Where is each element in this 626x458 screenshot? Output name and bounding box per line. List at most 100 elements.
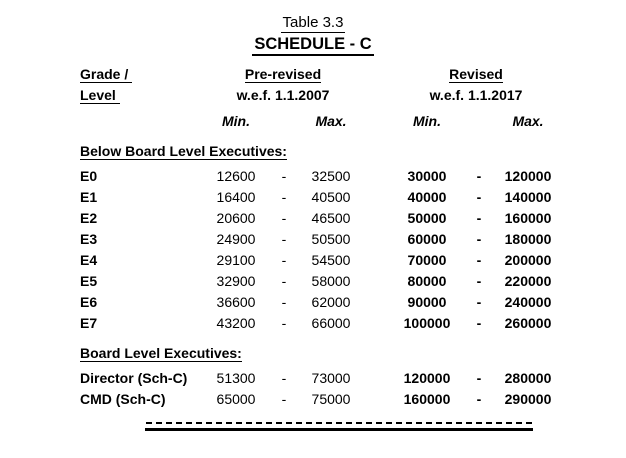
pre-range-dash: - xyxy=(281,370,287,386)
pre-min-cell: 29100 xyxy=(216,252,256,268)
pre-min-cell: 32900 xyxy=(216,273,256,289)
pre-range-dash: - xyxy=(281,391,287,407)
rev-range-dash: - xyxy=(476,210,482,226)
grade-cell: E2 xyxy=(80,210,98,226)
column-gap xyxy=(358,313,396,334)
grade-header-line2: Level xyxy=(80,85,208,106)
rev-min-cell: 50000 xyxy=(407,210,447,226)
rev-max-cell: 180000 xyxy=(504,231,552,247)
rev-max-cell: 120000 xyxy=(504,168,552,184)
section-heading: Board Level Executives: xyxy=(80,343,626,364)
rev-min-cell: 100000 xyxy=(403,315,451,331)
pre-range-dash: - xyxy=(281,210,287,226)
grade-cell: E0 xyxy=(80,168,98,184)
pre-range-dash: - xyxy=(281,168,287,184)
revised-header: Revised xyxy=(449,66,503,83)
rev-max-cell: 240000 xyxy=(504,294,552,310)
pre-max-header: Max. xyxy=(315,113,347,129)
solid-separator-line xyxy=(145,428,533,431)
pre-min-cell: 20600 xyxy=(216,210,256,226)
pre-min-header: Min. xyxy=(222,113,250,129)
grade-cell: E7 xyxy=(80,315,98,331)
rev-range-dash: - xyxy=(476,370,482,386)
column-gap xyxy=(358,250,396,271)
pay-scale-sections: Below Board Level Executives: E0 12600 - 325… xyxy=(0,141,626,410)
column-gap xyxy=(358,229,396,250)
table-row: E2 20600 - 46500 50000 - 160000 xyxy=(80,208,626,229)
column-header-row-1: Grade / Pre-revised Revised xyxy=(80,64,626,85)
pre-revised-wef: w.e.f. 1.1.2007 xyxy=(236,87,330,103)
rev-max-cell: 220000 xyxy=(504,273,552,289)
rev-range-dash: - xyxy=(476,189,482,205)
section-rows: E0 12600 - 32500 30000 - 120000 E1 16400 - 40500 40… xyxy=(0,166,626,334)
pre-max-cell: 66000 xyxy=(311,315,351,331)
section-heading-text: Board Level Executives: xyxy=(80,345,242,362)
pre-range-dash: - xyxy=(281,315,287,331)
table-row: E1 16400 - 40500 40000 - 140000 xyxy=(80,187,626,208)
rev-range-dash: - xyxy=(476,252,482,268)
column-gap xyxy=(358,166,396,187)
rev-min-cell: 80000 xyxy=(407,273,447,289)
table-row: E0 12600 - 32500 30000 - 120000 xyxy=(80,166,626,187)
pre-range-dash: - xyxy=(281,189,287,205)
table-row: E3 24900 - 50500 60000 - 180000 xyxy=(80,229,626,250)
rev-max-cell: 160000 xyxy=(504,210,552,226)
section-heading-text: Below Board Level Executives: xyxy=(80,143,287,160)
revised-wef: w.e.f. 1.1.2017 xyxy=(429,87,523,103)
rev-min-cell: 120000 xyxy=(403,370,451,386)
rev-max-cell: 200000 xyxy=(504,252,552,268)
pre-min-cell: 16400 xyxy=(216,189,256,205)
pre-max-cell: 73000 xyxy=(311,370,351,386)
table-number-text: Table 3.3 xyxy=(280,14,346,33)
column-header-row-2: Level w.e.f. 1.1.2007 w.e.f. 1.1.2017 xyxy=(80,85,626,106)
rev-range-dash: - xyxy=(476,168,482,184)
table-number-title: Table 3.3 xyxy=(0,0,626,33)
column-gap xyxy=(358,271,396,292)
grade-cell: E4 xyxy=(80,252,98,268)
table-row: E4 29100 - 54500 70000 - 200000 xyxy=(80,250,626,271)
grade-cell: E6 xyxy=(80,294,98,310)
pre-min-cell: 36600 xyxy=(216,294,256,310)
pre-max-cell: 54500 xyxy=(311,252,351,268)
pre-min-cell: 12600 xyxy=(216,168,256,184)
pre-min-cell: 24900 xyxy=(216,231,256,247)
table-row: E6 36600 - 62000 90000 - 240000 xyxy=(80,292,626,313)
rev-min-header: Min. xyxy=(413,113,441,129)
grade-cell: CMD (Sch-C) xyxy=(80,391,166,407)
pre-min-cell: 65000 xyxy=(216,391,256,407)
grade-header-line1: Grade / xyxy=(80,64,208,85)
rev-max-cell: 260000 xyxy=(504,315,552,331)
column-gap xyxy=(458,111,500,132)
rev-min-cell: 160000 xyxy=(403,391,451,407)
table-row: Director (Sch-C) 51300 - 73000 120000 - 280000 xyxy=(80,368,626,389)
pre-max-cell: 50500 xyxy=(311,231,351,247)
pre-max-cell: 58000 xyxy=(311,273,351,289)
column-gap xyxy=(264,111,304,132)
column-gap xyxy=(358,85,396,106)
pre-range-dash: - xyxy=(281,252,287,268)
rev-range-dash: - xyxy=(476,231,482,247)
column-gap xyxy=(358,368,396,389)
pre-range-dash: - xyxy=(281,273,287,289)
column-gap xyxy=(358,292,396,313)
rev-min-cell: 30000 xyxy=(407,168,447,184)
rev-max-cell: 280000 xyxy=(504,370,552,386)
pre-range-dash: - xyxy=(281,231,287,247)
pre-min-cell: 43200 xyxy=(216,315,256,331)
rev-min-cell: 60000 xyxy=(407,231,447,247)
rev-max-cell: 140000 xyxy=(504,189,552,205)
column-gap xyxy=(358,111,396,132)
pre-range-dash: - xyxy=(281,294,287,310)
rev-max-cell: 290000 xyxy=(504,391,552,407)
column-gap xyxy=(358,64,396,85)
pre-max-cell: 32500 xyxy=(311,168,351,184)
rev-range-dash: - xyxy=(476,391,482,407)
rev-range-dash: - xyxy=(476,273,482,289)
column-gap xyxy=(80,111,208,132)
pre-min-cell: 51300 xyxy=(216,370,256,386)
table-row: CMD (Sch-C) 65000 - 75000 160000 - 290000 xyxy=(80,389,626,410)
pre-max-cell: 40500 xyxy=(311,189,351,205)
rev-min-cell: 40000 xyxy=(407,189,447,205)
rev-max-header: Max. xyxy=(512,113,544,129)
